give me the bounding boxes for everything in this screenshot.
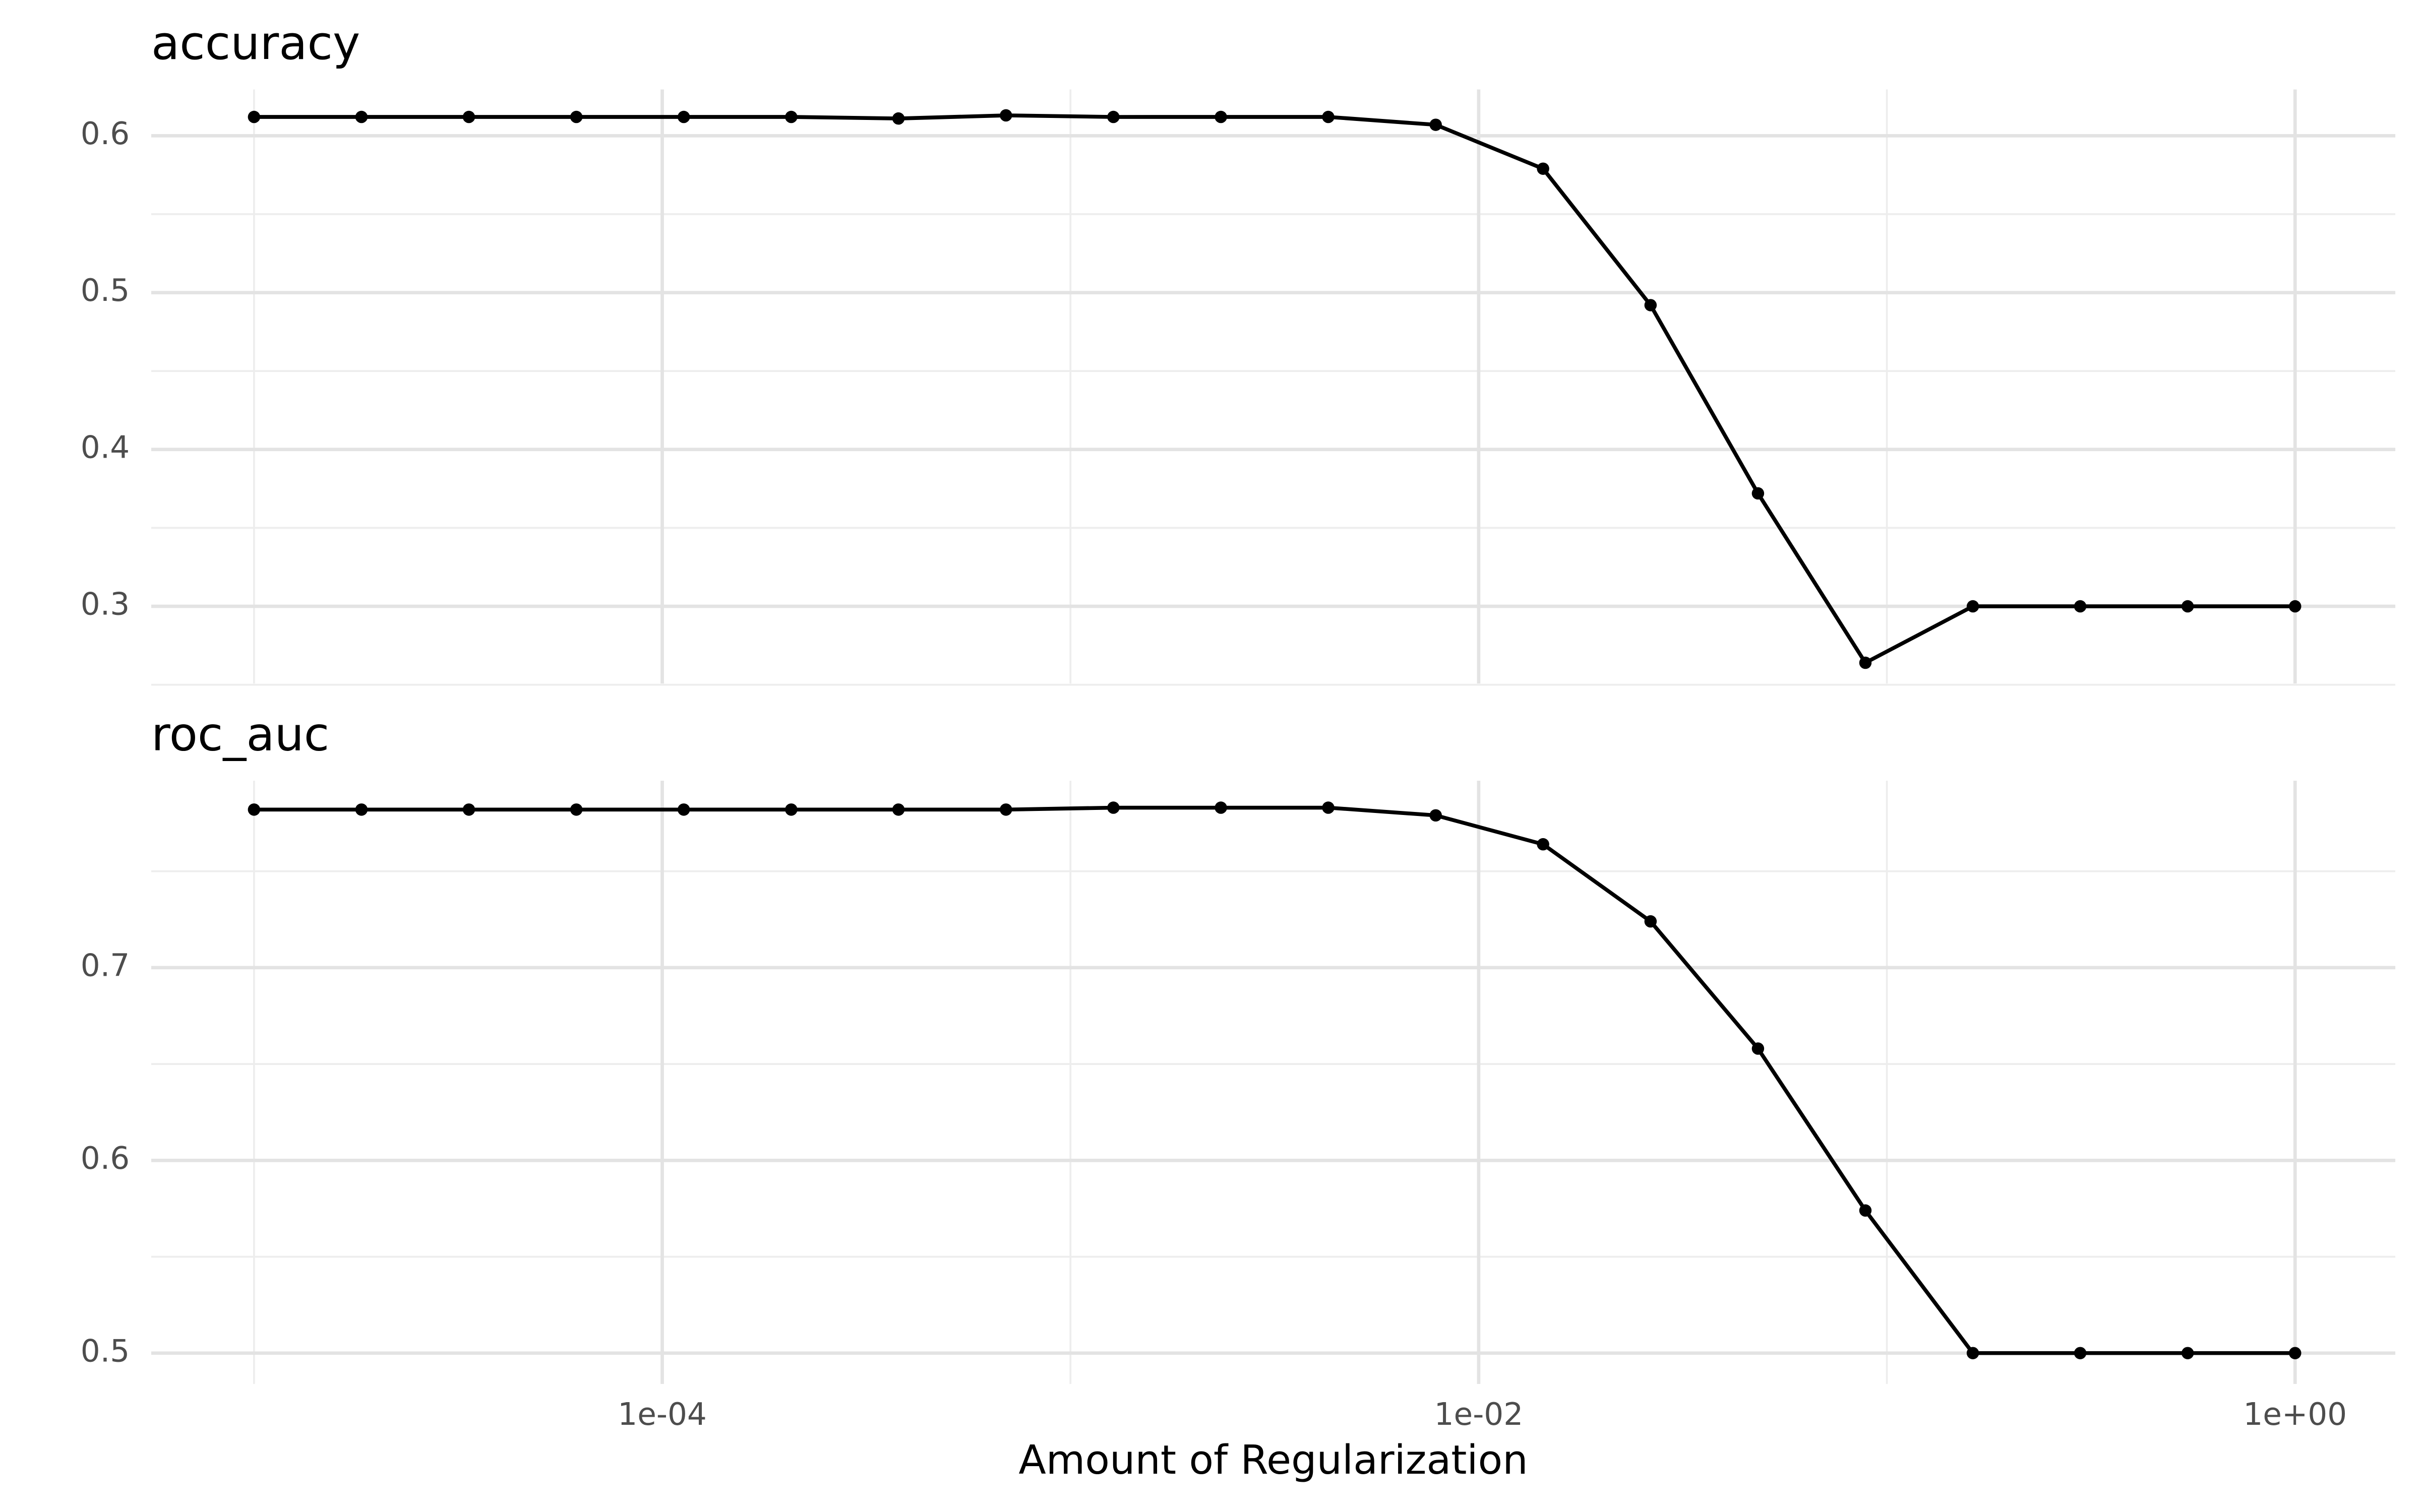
- point: [1107, 110, 1120, 123]
- point: [2074, 600, 2087, 613]
- point: [1322, 110, 1335, 123]
- point: [1751, 1042, 1765, 1055]
- point: [785, 803, 798, 816]
- point: [1215, 110, 1227, 123]
- point: [570, 803, 583, 816]
- point: [570, 110, 583, 123]
- x-tick-label: 1e-04: [618, 1397, 707, 1432]
- point: [1644, 299, 1657, 311]
- y-tick-label: 0.6: [81, 1141, 130, 1176]
- point: [2181, 600, 2194, 613]
- point: [462, 803, 475, 816]
- point: [1537, 162, 1549, 175]
- point: [1966, 600, 1979, 613]
- x-tick-label: 1e-02: [1434, 1397, 1524, 1432]
- y-tick-label: 0.5: [81, 1333, 130, 1369]
- point: [1000, 803, 1012, 816]
- y-tick-label: 0.6: [81, 116, 130, 152]
- y-tick-label: 0.4: [81, 429, 130, 465]
- point: [1859, 656, 1872, 669]
- y-tick-label: 0.3: [81, 587, 130, 622]
- point: [892, 112, 905, 125]
- point: [1537, 838, 1549, 851]
- point: [2288, 1347, 2302, 1359]
- x-axis-label: Amount of Regularization: [1018, 1436, 1528, 1483]
- point: [462, 110, 475, 123]
- point: [1322, 801, 1335, 814]
- x-tick-label: 1e+00: [2243, 1397, 2347, 1432]
- line: [254, 113, 2295, 665]
- point: [785, 110, 798, 123]
- point: [1966, 1347, 1979, 1359]
- point: [2074, 1347, 2087, 1359]
- point: [2288, 600, 2302, 613]
- point: [1107, 801, 1120, 814]
- point: [2181, 1347, 2194, 1359]
- point: [355, 803, 368, 816]
- y-tick-label: 0.5: [81, 273, 130, 308]
- panel-title: accuracy: [151, 16, 360, 70]
- y-tick-label: 0.7: [81, 948, 130, 984]
- point: [1429, 809, 1442, 822]
- point: [677, 803, 690, 816]
- point: [1644, 915, 1657, 928]
- point: [248, 110, 261, 123]
- line: [254, 805, 2295, 1355]
- point: [1215, 801, 1227, 814]
- point: [1429, 118, 1442, 131]
- point: [355, 110, 368, 123]
- point: [677, 110, 690, 123]
- point: [248, 803, 261, 816]
- panel-title: roc_auc: [151, 708, 329, 762]
- point: [1000, 109, 1012, 122]
- point: [892, 803, 905, 816]
- point: [1859, 1204, 1872, 1217]
- point: [1751, 487, 1765, 500]
